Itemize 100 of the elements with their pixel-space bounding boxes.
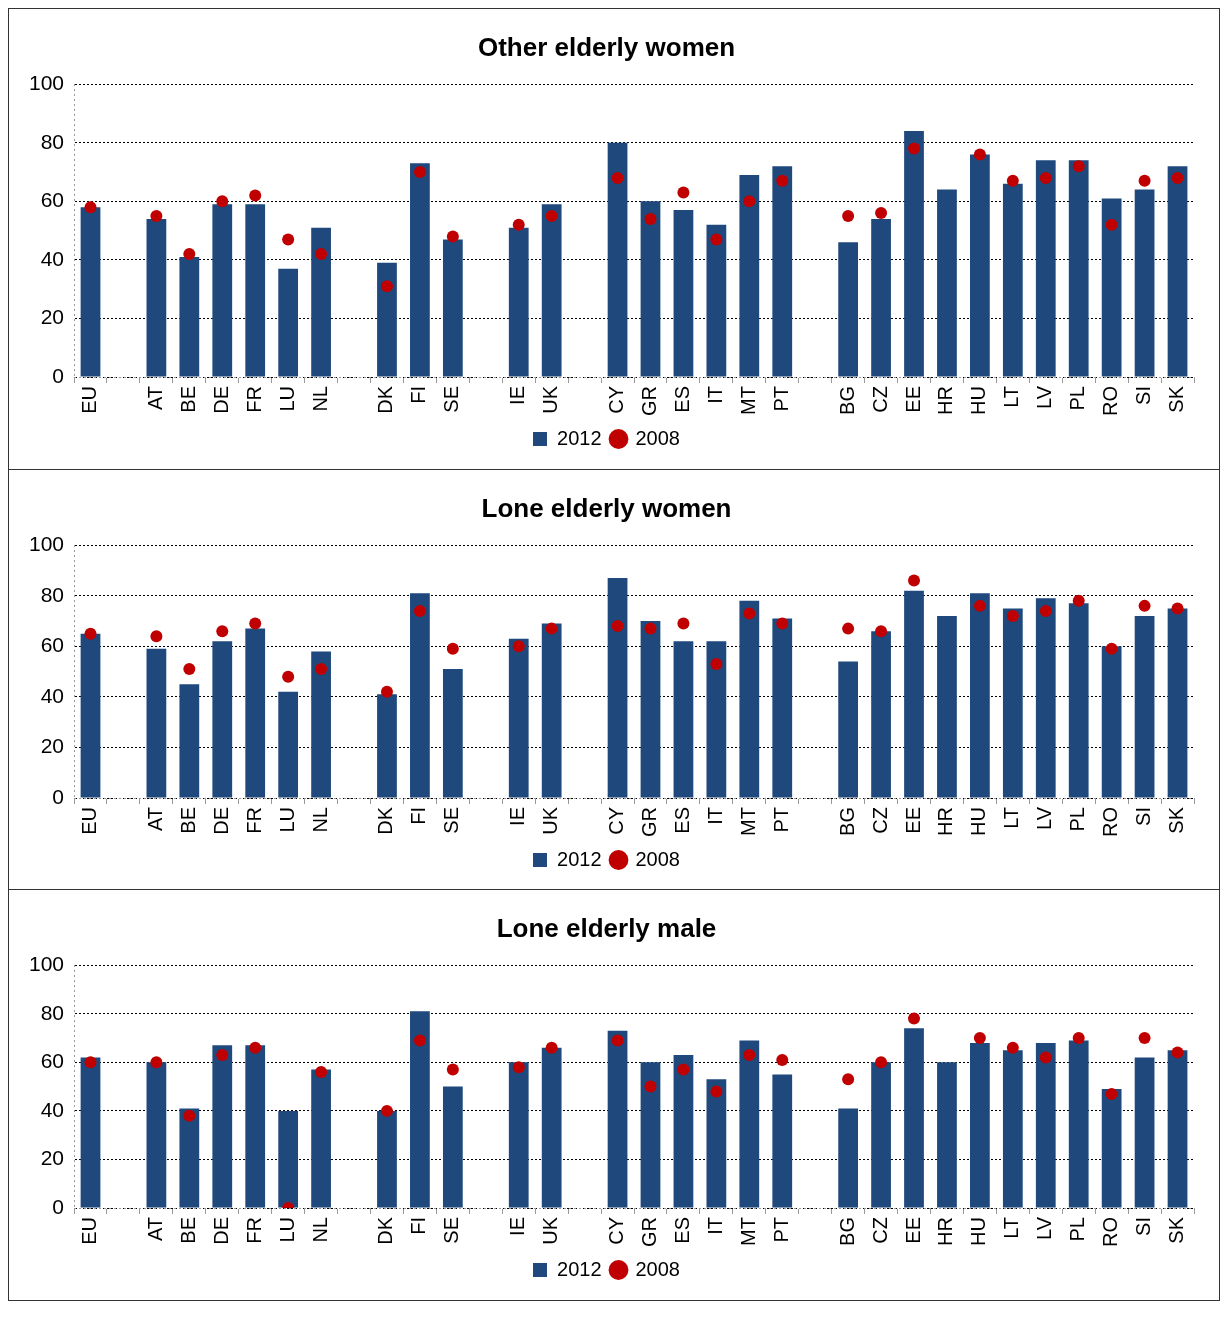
bar bbox=[607, 577, 628, 797]
point bbox=[150, 1056, 163, 1069]
bar bbox=[706, 224, 727, 377]
x-tick-label: EE bbox=[901, 386, 924, 413]
chart-title: Other elderly women bbox=[477, 31, 736, 62]
x-tick-label: DK bbox=[374, 805, 397, 835]
x-tick-label: AT bbox=[143, 1217, 166, 1242]
point bbox=[84, 627, 97, 640]
point bbox=[776, 1053, 789, 1066]
point bbox=[446, 230, 459, 243]
legend-label: 2012 bbox=[557, 1257, 602, 1280]
x-tick-label: DE bbox=[209, 1217, 232, 1245]
x-tick-label: BG bbox=[835, 806, 858, 836]
x-tick-label: HR bbox=[934, 386, 957, 415]
bar bbox=[1035, 1042, 1056, 1208]
x-tick-label: LU bbox=[275, 806, 298, 833]
bar bbox=[508, 1062, 529, 1208]
x-tick-label: SE bbox=[440, 1217, 463, 1244]
bar bbox=[871, 218, 891, 377]
point bbox=[842, 622, 855, 635]
x-tick-label: LU bbox=[275, 386, 298, 412]
bar bbox=[607, 142, 628, 377]
point bbox=[380, 1104, 393, 1117]
x-tick-label: PL bbox=[1066, 1217, 1089, 1242]
bar bbox=[673, 640, 694, 797]
x-tick-label: AT bbox=[143, 386, 166, 411]
bar bbox=[673, 210, 694, 377]
point bbox=[743, 195, 756, 208]
bar bbox=[871, 630, 891, 797]
point bbox=[216, 624, 229, 637]
x-tick-label: CY bbox=[605, 1217, 628, 1245]
bar bbox=[1134, 615, 1155, 797]
point bbox=[973, 148, 986, 161]
bar bbox=[904, 1028, 924, 1208]
x-tick-label: BE bbox=[176, 386, 199, 413]
x-tick-label: CZ bbox=[868, 1217, 891, 1244]
bar bbox=[838, 1108, 859, 1208]
x-tick-label: GR bbox=[638, 1217, 660, 1247]
point bbox=[249, 1041, 262, 1054]
bar bbox=[706, 1079, 727, 1208]
bar bbox=[1134, 1057, 1155, 1208]
x-tick-label: IE bbox=[506, 806, 529, 826]
point bbox=[183, 662, 196, 675]
point bbox=[677, 186, 690, 199]
legend-label: 2008 bbox=[635, 1257, 680, 1280]
bar bbox=[937, 1062, 957, 1208]
point bbox=[413, 166, 426, 179]
x-tick-label: BE bbox=[176, 806, 199, 834]
y-tick-label: 100 bbox=[28, 952, 65, 975]
point bbox=[249, 189, 262, 202]
x-tick-label: BG bbox=[835, 386, 858, 415]
point bbox=[216, 195, 229, 208]
bar bbox=[146, 648, 167, 797]
point bbox=[710, 233, 723, 246]
point bbox=[908, 142, 921, 155]
point bbox=[1039, 604, 1052, 617]
point bbox=[512, 639, 525, 652]
x-tick-label: SK bbox=[1165, 385, 1188, 413]
bar bbox=[838, 660, 859, 797]
bar bbox=[442, 239, 463, 377]
bar bbox=[410, 592, 430, 797]
bar bbox=[871, 1062, 891, 1208]
y-tick-label: 60 bbox=[40, 188, 65, 212]
x-tick-label: IT bbox=[703, 1217, 726, 1235]
bar bbox=[377, 1110, 397, 1208]
x-tick-label: LV bbox=[1033, 1216, 1056, 1240]
point bbox=[183, 248, 196, 261]
x-tick-label: PT bbox=[769, 806, 792, 833]
bar bbox=[706, 640, 727, 797]
legend-label: 2008 bbox=[635, 847, 680, 870]
x-tick-label: GR bbox=[638, 806, 660, 837]
x-tick-label: LV bbox=[1033, 385, 1056, 409]
bar bbox=[1167, 1050, 1188, 1208]
point bbox=[512, 218, 525, 231]
x-tick-label: PT bbox=[769, 386, 792, 412]
x-tick-label: BE bbox=[176, 1217, 199, 1244]
point bbox=[677, 1063, 690, 1076]
x-tick-label: SE bbox=[440, 806, 463, 834]
x-tick-label: DK bbox=[374, 1216, 397, 1245]
bar bbox=[1068, 602, 1089, 797]
bar bbox=[278, 268, 299, 377]
legend-label: 2008 bbox=[635, 426, 680, 449]
point bbox=[1072, 160, 1085, 173]
bar bbox=[311, 227, 331, 377]
bar bbox=[179, 1108, 200, 1208]
y-tick-label: 80 bbox=[40, 582, 65, 606]
x-tick-label: NL bbox=[308, 386, 331, 412]
point bbox=[380, 685, 393, 698]
x-tick-label: CY bbox=[605, 806, 628, 835]
x-tick-label: FR bbox=[242, 386, 265, 413]
bar bbox=[1068, 1040, 1089, 1208]
point bbox=[875, 207, 888, 220]
bar bbox=[80, 633, 101, 797]
x-tick-label: PT bbox=[769, 1217, 792, 1243]
bar bbox=[80, 207, 101, 377]
x-tick-label: EU bbox=[78, 1217, 101, 1245]
y-tick-label: 0 bbox=[52, 784, 65, 808]
y-tick-label: 40 bbox=[40, 683, 65, 707]
bar bbox=[146, 218, 167, 377]
y-tick-label: 40 bbox=[40, 246, 65, 270]
